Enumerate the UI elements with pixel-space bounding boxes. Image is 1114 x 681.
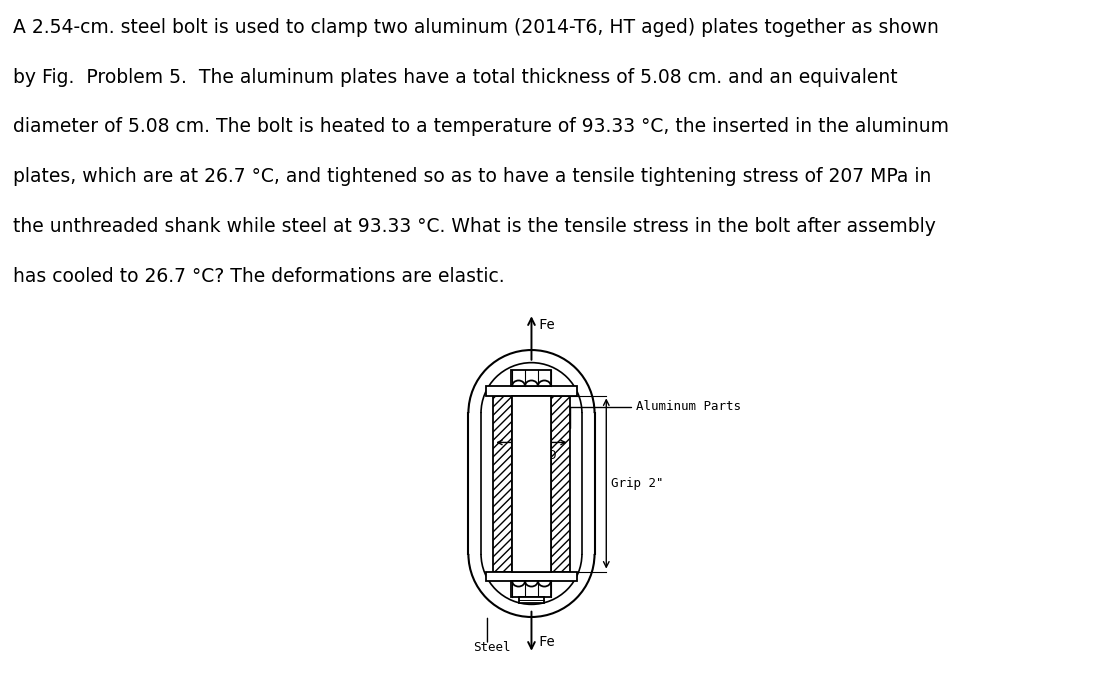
Text: plates, which are at 26.7 °C, and tightened so as to have a tensile tightening s: plates, which are at 26.7 °C, and tighte… (13, 168, 931, 187)
Text: Fe: Fe (538, 318, 555, 332)
Text: diameter of 5.08 cm. The bolt is heated to a temperature of 93.33 °C, the insert: diameter of 5.08 cm. The bolt is heated … (13, 118, 949, 136)
Text: Grip 2": Grip 2" (610, 477, 663, 490)
Bar (512, 396, 550, 571)
Bar (550, 396, 569, 571)
Bar (519, 597, 545, 603)
Bar (494, 396, 512, 571)
Text: Aluminum Parts: Aluminum Parts (636, 400, 741, 413)
Text: 2D: 2D (526, 422, 540, 434)
Text: B: B (527, 503, 536, 517)
Text: by Fig.  Problem 5.  The aluminum plates have a total thickness of 5.08 cm. and : by Fig. Problem 5. The aluminum plates h… (13, 67, 898, 86)
Bar (486, 386, 577, 396)
Text: Fe: Fe (538, 635, 555, 649)
Text: Steel: Steel (472, 642, 510, 654)
Bar (511, 581, 551, 597)
Text: A 2.54-cm. steel bolt is used to clamp two aluminum (2014-T6, HT aged) plates to: A 2.54-cm. steel bolt is used to clamp t… (13, 18, 939, 37)
Text: D: D (548, 449, 556, 462)
Bar (511, 370, 551, 386)
Bar (486, 571, 577, 581)
Text: has cooled to 26.7 °C? The deformations are elastic.: has cooled to 26.7 °C? The deformations … (13, 268, 505, 286)
Text: the unthreaded shank while steel at 93.33 °C. What is the tensile stress in the : the unthreaded shank while steel at 93.3… (13, 217, 936, 236)
